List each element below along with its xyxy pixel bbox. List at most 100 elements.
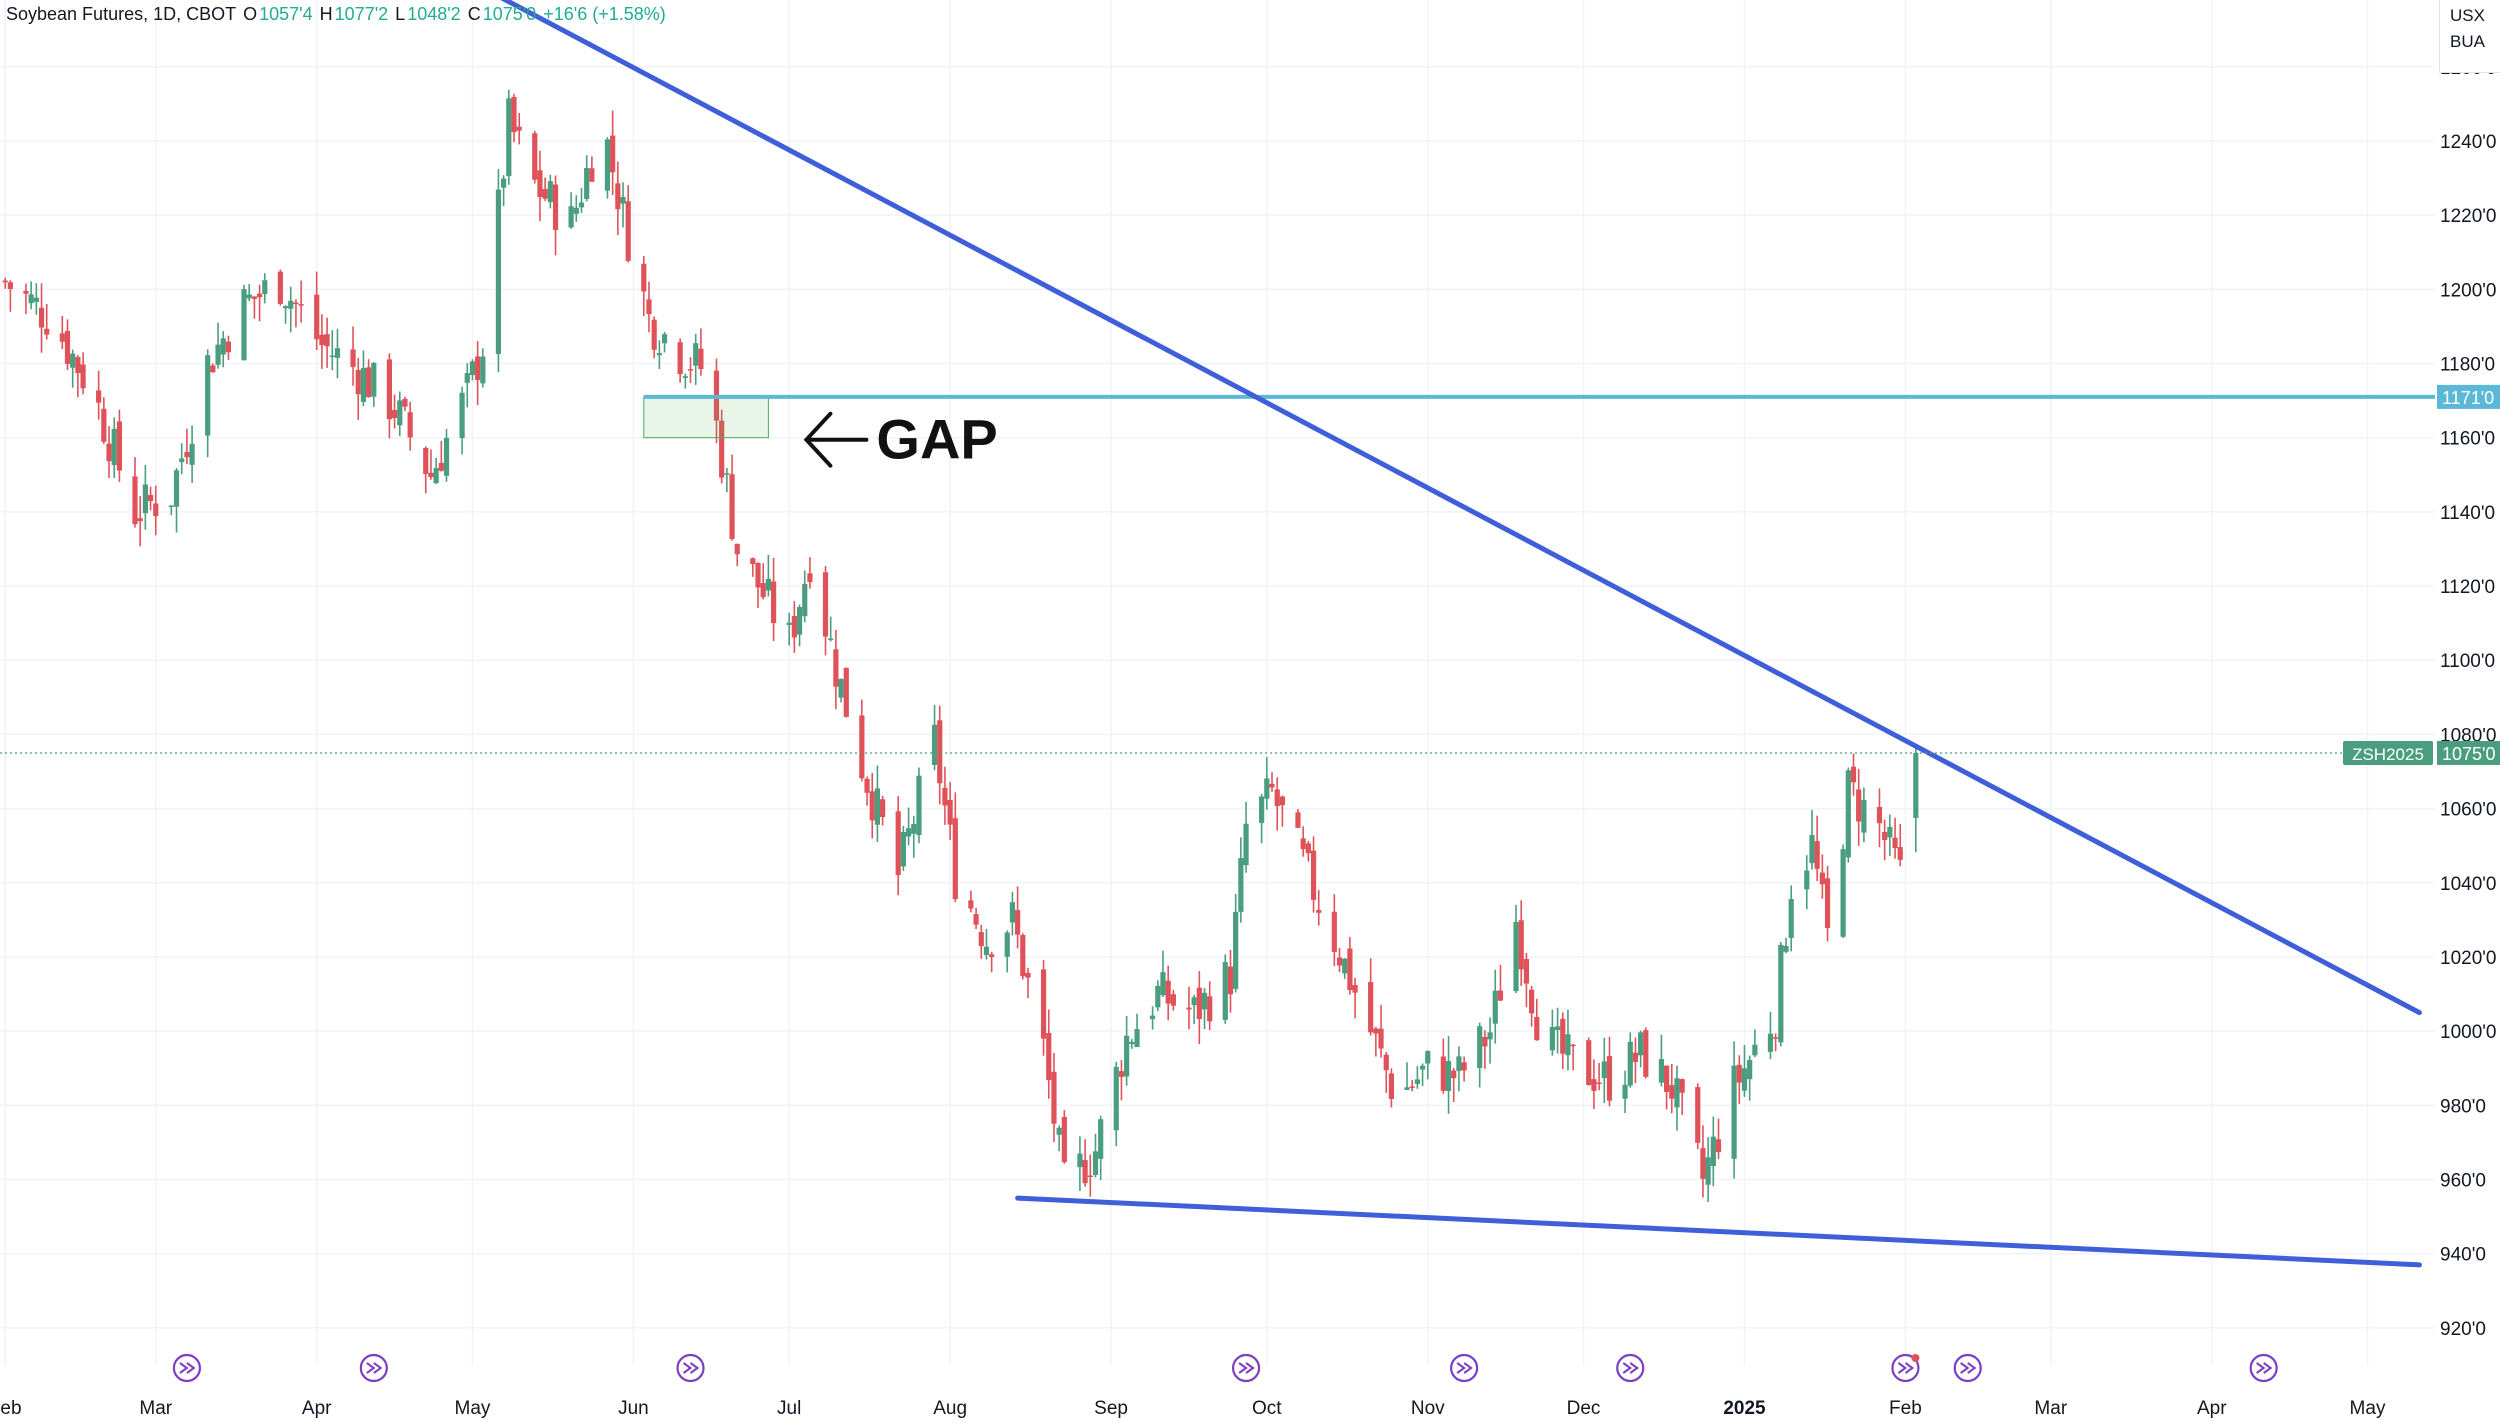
candle-body — [1056, 1127, 1062, 1135]
time-tick-label: Feb — [1889, 1398, 1922, 1419]
candle-body — [350, 349, 356, 368]
chart-legend-header: Soybean Futures, 1D, CBOT O 1057'4 H 1077'… — [6, 4, 668, 25]
candle-body — [1518, 920, 1524, 970]
candle-body — [1227, 966, 1234, 995]
candle — [1191, 994, 1197, 1025]
candle — [1487, 1017, 1493, 1064]
time-axis[interactable]: Feb Mar Apr May Jun Jul Aug Sep Oct Nov Dec 2025 Feb… — [0, 1398, 2386, 1419]
candle — [1767, 1011, 1774, 1060]
candle — [1643, 1027, 1649, 1079]
candle-body — [843, 667, 849, 717]
candle-body — [7, 282, 13, 289]
price-tick-label: 1160'0 — [2440, 429, 2495, 450]
candle — [179, 443, 185, 475]
candle-body — [495, 189, 502, 354]
candle-body — [1752, 1044, 1758, 1056]
candle-body — [869, 791, 875, 821]
candle-body — [319, 334, 325, 346]
candle-body — [1741, 1068, 1748, 1091]
candle — [215, 322, 221, 369]
candle-body — [324, 334, 330, 347]
time-tick-label: Oct — [1252, 1398, 1282, 1419]
candle — [1419, 1063, 1426, 1086]
candle — [1160, 950, 1166, 997]
report-event-icon — [172, 1353, 202, 1383]
candle — [225, 335, 232, 360]
candle-body — [1747, 1059, 1753, 1080]
candle-body — [905, 828, 912, 837]
candle — [1077, 1136, 1083, 1191]
candle — [1227, 949, 1234, 1013]
candle-body — [314, 294, 320, 340]
price-tick-label: 940'0 — [2440, 1245, 2486, 1266]
candle — [101, 397, 107, 445]
candle — [610, 110, 616, 195]
candle-body — [796, 607, 803, 635]
candle — [1046, 1009, 1052, 1099]
candle — [1414, 1065, 1420, 1089]
candle-body — [615, 183, 621, 210]
candle-body — [1586, 1040, 1592, 1086]
candle-body — [246, 294, 252, 299]
candle — [770, 557, 777, 642]
candle — [319, 314, 325, 369]
price-tick-label: 1140'0 — [2440, 503, 2495, 524]
time-tick-label: May — [455, 1398, 491, 1419]
candle — [1523, 952, 1530, 1008]
candle-body — [729, 474, 735, 539]
price-tick-label: 980'0 — [2440, 1096, 2486, 1117]
candle — [1840, 844, 1846, 939]
candle-body — [651, 319, 657, 350]
candle — [1492, 969, 1498, 1044]
candle-body — [438, 462, 444, 471]
candle-body — [1077, 1153, 1083, 1168]
candle-body — [153, 503, 159, 517]
candle — [641, 255, 647, 317]
candle — [874, 765, 881, 842]
time-tick-label: 2025 — [1723, 1398, 1766, 1419]
candle-body — [1113, 1066, 1119, 1131]
candle — [791, 601, 797, 653]
candle-body — [578, 202, 585, 208]
candle — [501, 175, 507, 207]
price-unit-box[interactable]: USX BUA — [2439, 0, 2500, 73]
candle — [1461, 1056, 1467, 1082]
candle-body — [1529, 989, 1535, 1014]
candle-body — [1534, 1016, 1540, 1041]
candle-body — [1456, 1056, 1462, 1071]
candle-body — [1554, 1026, 1561, 1030]
candle-body — [1025, 972, 1031, 978]
candle-body — [168, 505, 174, 507]
candle-body — [1705, 1157, 1711, 1185]
candle-body — [282, 306, 289, 309]
candle — [1368, 958, 1374, 1036]
candle — [1445, 1036, 1452, 1114]
candle — [1700, 1125, 1706, 1198]
candle-body — [1487, 1032, 1493, 1040]
candle-body — [464, 373, 470, 383]
candle-body — [407, 412, 413, 438]
candle — [1513, 904, 1519, 994]
price-axis[interactable]: 1260'01240'01220'01200'01180'01160'01140… — [2437, 58, 2500, 1340]
candle — [661, 331, 668, 353]
candle-body — [1165, 980, 1171, 1004]
candle — [1913, 744, 1919, 853]
symbol-title[interactable]: Soybean Futures, 1D, CBOT — [6, 4, 237, 24]
candle-body — [537, 170, 543, 198]
price-tick-label: 1100'0 — [2440, 651, 2495, 672]
candle — [2, 277, 8, 289]
candle-body — [1477, 1026, 1483, 1068]
candle — [1570, 1043, 1576, 1071]
candle-body — [656, 353, 662, 356]
candle — [1845, 767, 1851, 863]
candle — [646, 281, 652, 333]
candle-body — [1876, 806, 1883, 824]
candle — [329, 330, 335, 371]
candle — [277, 269, 283, 306]
candle-body — [724, 473, 730, 475]
report-event-icon — [2249, 1353, 2278, 1383]
price-tick-label: 920'0 — [2440, 1319, 2486, 1340]
candle — [293, 299, 299, 328]
candle-body — [755, 562, 761, 588]
